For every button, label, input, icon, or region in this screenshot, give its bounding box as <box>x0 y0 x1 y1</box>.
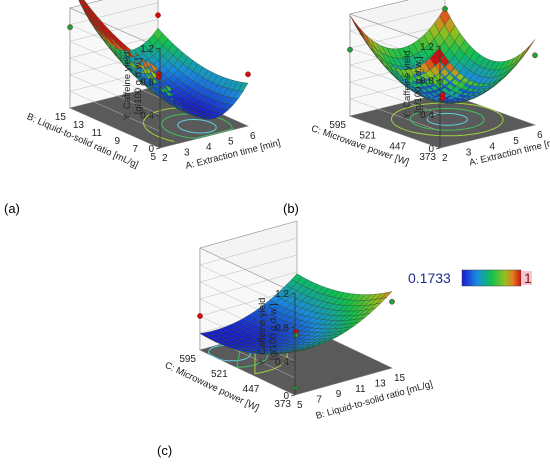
legend-max-label: 1 <box>524 270 532 286</box>
design-point <box>245 71 251 78</box>
z-tick-mark <box>435 113 441 116</box>
y-tick-label: 521 <box>211 369 228 380</box>
z-tick-mark <box>290 360 296 363</box>
y-tick-label: 373 <box>419 152 436 163</box>
z-axis-title: Y: Caffeine yield <box>122 52 133 120</box>
x-tick-label: 11 <box>355 384 366 395</box>
design-point <box>156 74 162 80</box>
surface-facet <box>524 39 536 54</box>
z-tick-mark <box>290 292 296 295</box>
x-tick-label: 5 <box>297 400 303 411</box>
z-axis-title: [g/100 g d.w.] <box>133 58 144 115</box>
z-tick-mark <box>155 114 161 117</box>
x-tick-label: 15 <box>394 373 406 384</box>
z-tick-label: 0.4 <box>420 110 434 121</box>
x-tick-label: 6 <box>250 131 256 142</box>
x-tick-label: 3 <box>184 148 190 159</box>
surface-facet <box>519 45 531 59</box>
contour-line <box>177 119 217 134</box>
z-tick-label: 1.2 <box>275 289 289 300</box>
legend-max-highlight <box>522 271 532 285</box>
z-tick-label: 0.4 <box>275 357 289 368</box>
z-tick-mark <box>290 326 296 329</box>
y-tick-label: 11 <box>92 128 103 139</box>
grid-line <box>69 69 161 132</box>
design-point <box>197 313 203 319</box>
y-tick-label: 7 <box>132 144 138 155</box>
z-tick-mark <box>290 394 296 397</box>
x-tick-label: 6 <box>537 130 543 141</box>
contour-line <box>390 102 504 137</box>
design-point <box>439 95 446 102</box>
panel-label: (b) <box>283 201 299 216</box>
response-surface <box>199 273 393 355</box>
y-tick-label: 13 <box>73 120 85 131</box>
design-point <box>155 12 161 19</box>
x-tick-label: 5 <box>513 136 519 147</box>
y-tick-label: 447 <box>389 141 406 152</box>
z-tick-label: 0 <box>428 144 434 155</box>
legend-min-label: 0.1733 <box>408 270 451 286</box>
surface-facet <box>237 82 249 92</box>
z-tick-label: 0.4 <box>140 111 154 122</box>
panel-label: (c) <box>157 443 172 458</box>
x-tick-label: 7 <box>316 395 322 406</box>
surface-facet <box>380 291 393 299</box>
grid-line <box>69 35 161 99</box>
y-tick-label: 15 <box>55 112 67 123</box>
y-tick-label: 521 <box>359 131 376 142</box>
response-surface <box>349 7 536 104</box>
x-tick-label: 2 <box>162 153 168 164</box>
x-tick-label: 4 <box>206 142 212 153</box>
design-point <box>293 332 299 339</box>
x-tick-label: 2 <box>442 153 448 164</box>
z-axis-title: [g/100 g d.w.] <box>268 304 279 361</box>
z-tick-mark <box>155 47 161 50</box>
design-point <box>442 6 448 12</box>
y-tick-label: 595 <box>179 354 196 365</box>
y-tick-label: 595 <box>329 120 346 131</box>
contour-line <box>426 112 468 126</box>
x-tick-label: 9 <box>336 389 342 400</box>
x-tick-label: 5 <box>228 137 234 148</box>
z-tick-label: 0.8 <box>420 76 434 87</box>
color-legend: 0.1733 1 <box>408 269 532 287</box>
z-axis-title: [g/100 g d.w.] <box>413 57 424 114</box>
z-tick-label: 0.8 <box>140 77 154 88</box>
z-axis-title: Y: Caffeine yield <box>257 298 268 366</box>
z-tick-mark <box>155 147 161 150</box>
response-surface <box>78 0 249 120</box>
x-tick-label: 4 <box>490 142 496 153</box>
x-tick-label: 13 <box>375 378 387 389</box>
design-point <box>347 46 353 53</box>
z-tick-label: 1.2 <box>420 42 434 53</box>
z-tick-label: 0 <box>148 144 154 155</box>
z-axis-title: Y: Caffeine yield <box>402 51 413 119</box>
z-tick-label: 1.2 <box>140 44 154 55</box>
panel-label: (a) <box>4 201 20 216</box>
contour-line <box>409 108 485 131</box>
design-point <box>532 52 538 59</box>
legend-color-bar <box>461 269 522 287</box>
y-tick-label: 5 <box>150 152 156 163</box>
z-tick-mark <box>435 147 441 150</box>
y-tick-label: 447 <box>243 384 260 395</box>
z-tick-mark <box>435 45 441 48</box>
z-tick-mark <box>155 80 161 83</box>
z-tick-mark <box>435 79 441 82</box>
grid-line <box>199 237 298 311</box>
x-tick-label: 3 <box>466 147 472 158</box>
design-point <box>389 298 395 305</box>
z-tick-label: 0.8 <box>275 323 289 334</box>
design-point <box>67 24 73 31</box>
y-tick-label: 9 <box>114 136 120 147</box>
y-tick-label: 373 <box>274 399 291 410</box>
z-tick-label: 0 <box>283 391 289 402</box>
